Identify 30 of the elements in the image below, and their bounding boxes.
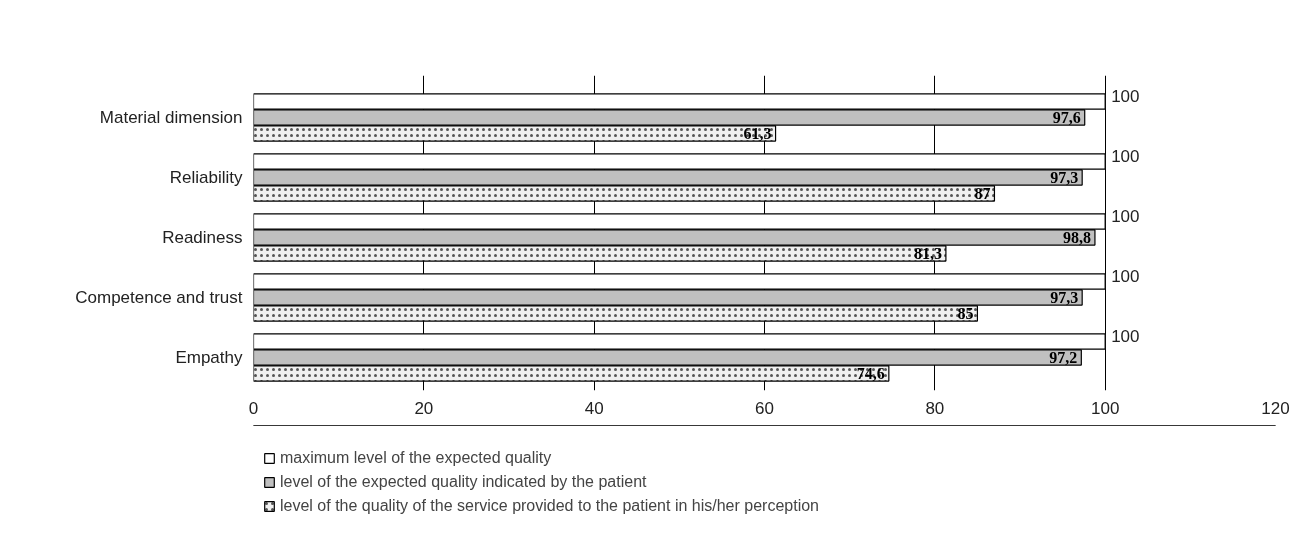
data-label: 61,3 [743,125,772,142]
x-tick-label: 0 [248,398,259,418]
y-tick-label: Reliability [169,168,243,187]
x-tick-label: 80 [925,398,945,418]
data-label: 97,2 [1049,349,1078,366]
data-label: 100 [1111,206,1140,226]
data-label: 81,3 [913,245,942,262]
x-tick-label: 20 [414,398,434,418]
data-label: 98,8 [1062,229,1091,246]
x-tick-label: 120 [1261,398,1290,418]
x-tick-label: 60 [755,398,774,418]
data-label: 97,3 [1050,169,1079,186]
y-tick-label: Competence and trust [75,288,243,307]
data-label: 97,3 [1050,289,1079,306]
y-tick-label: Material dimension [99,108,243,127]
y-tick-label: Empathy [175,348,243,367]
legend-label: level of the expected quality indicated by the patient [280,473,647,491]
legend-label: maximum level of the expected quality [280,449,552,467]
data-label: 100 [1111,266,1140,286]
data-label: 87 [974,185,991,202]
y-tick-label: Readiness [162,228,243,247]
legend-label: level of the quality of the service provided to the patient in his/her perception [280,497,819,515]
data-label: 100 [1111,86,1140,106]
data-label: 100 [1111,326,1140,346]
data-label: 97,6 [1052,109,1081,126]
data-label: 74,6 [856,365,885,382]
x-tick-label: 40 [584,398,604,418]
data-label: 100 [1111,146,1140,166]
x-tick-label: 100 [1090,398,1120,418]
data-label: 85 [957,305,974,322]
